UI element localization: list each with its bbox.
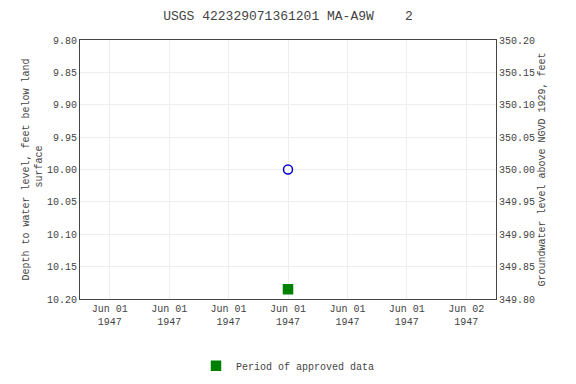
svg-text:Jun 011947: Jun 011947 (389, 304, 425, 328)
svg-text:350.10: 350.10 (499, 100, 535, 111)
svg-text:10.20: 10.20 (47, 295, 77, 306)
svg-text:Jun 011947: Jun 011947 (151, 304, 187, 328)
svg-text:USGS 422329071361201 MA-A9W: USGS 422329071361201 MA-A9W 2 (163, 9, 413, 24)
svg-text:10.00: 10.00 (47, 165, 77, 176)
svg-text:350.15: 350.15 (499, 68, 535, 79)
svg-text:Jun 011947: Jun 011947 (92, 304, 128, 328)
svg-text:Jun 011947: Jun 011947 (329, 304, 365, 328)
svg-text:350.05: 350.05 (499, 133, 535, 144)
svg-text:Jun 011947: Jun 011947 (270, 304, 306, 328)
svg-text:Jun 011947: Jun 011947 (211, 304, 247, 328)
svg-text:349.85: 349.85 (499, 262, 535, 273)
svg-text:10.10: 10.10 (47, 230, 77, 241)
svg-text:Groundwater level above NGVD 1: Groundwater level above NGVD 1929, feet (537, 52, 548, 286)
svg-text:349.90: 349.90 (499, 230, 535, 241)
svg-text:10.05: 10.05 (47, 197, 77, 208)
svg-text:349.95: 349.95 (499, 197, 535, 208)
svg-text:9.80: 9.80 (53, 36, 77, 47)
svg-text:Depth to water level, feet bel: Depth to water level, feet below land su… (21, 58, 45, 280)
svg-text:350.20: 350.20 (499, 36, 535, 47)
svg-text:Period of approved data: Period of approved data (236, 362, 374, 373)
svg-text:9.85: 9.85 (53, 68, 77, 79)
svg-text:349.80: 349.80 (499, 295, 535, 306)
svg-text:Jun 021947: Jun 021947 (448, 304, 484, 328)
svg-text:9.90: 9.90 (53, 100, 77, 111)
svg-text:350.00: 350.00 (499, 165, 535, 176)
svg-text:9.95: 9.95 (53, 133, 77, 144)
svg-text:10.15: 10.15 (47, 262, 77, 273)
